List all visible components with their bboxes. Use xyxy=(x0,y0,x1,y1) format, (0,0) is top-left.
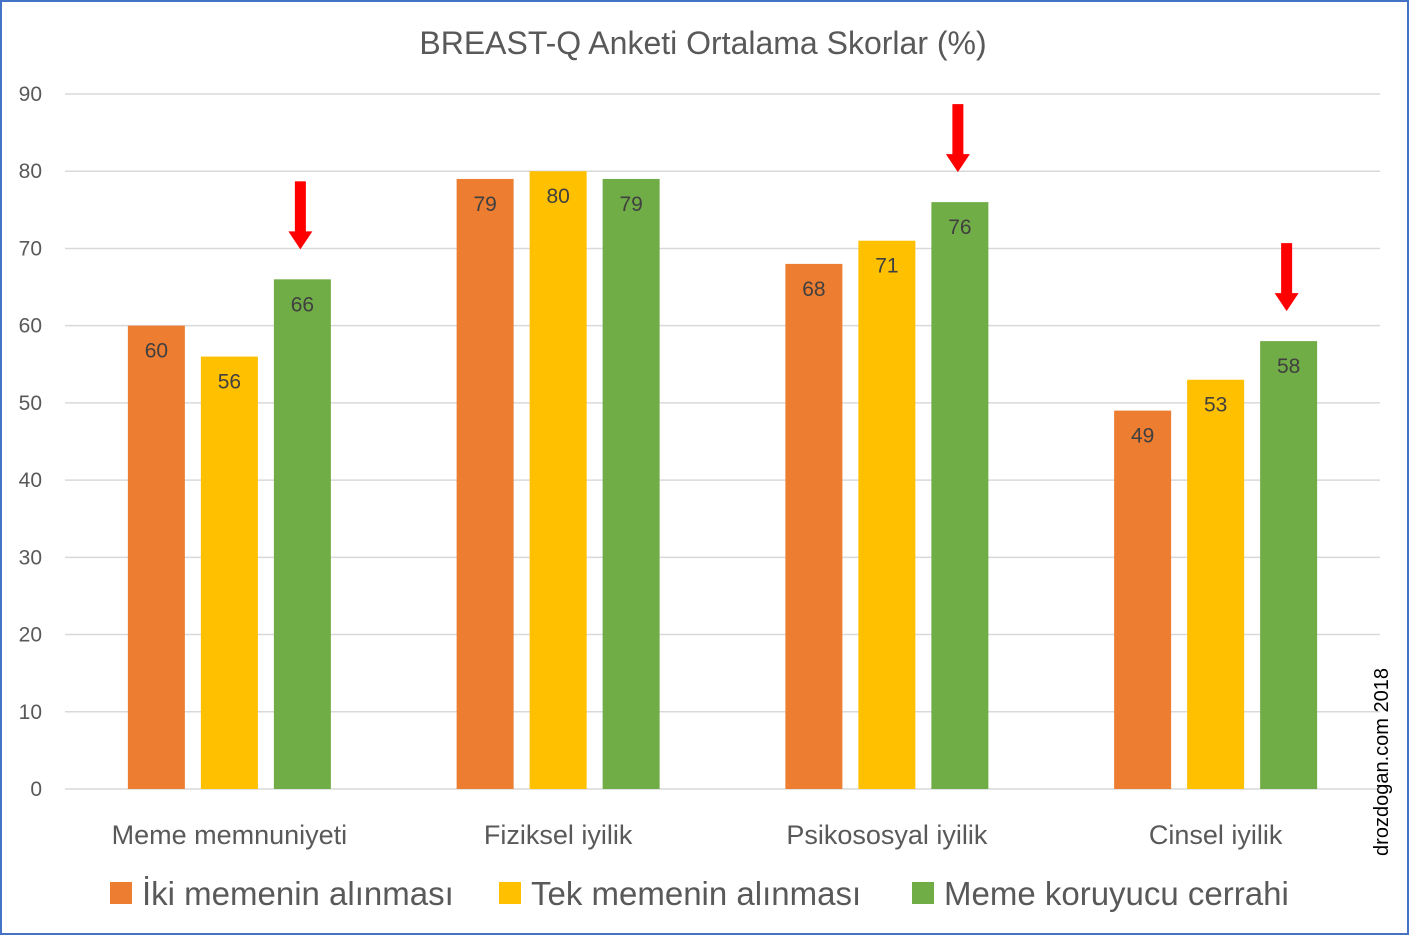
legend: İki memenin alınması Tek memenin alınması… xyxy=(110,875,1289,912)
y-tick-label: 10 xyxy=(19,701,42,724)
bar xyxy=(1260,341,1318,789)
bar xyxy=(1187,379,1245,789)
legend-label: İki memenin alınması xyxy=(142,875,454,912)
red-arrow xyxy=(288,181,313,250)
bar xyxy=(200,356,258,789)
data-labels: 60 56 66 79 80 79 68 71 76 49 53 58 xyxy=(145,185,1301,447)
x-tick-label: Psikososyal iyilik xyxy=(786,820,988,850)
y-axis-ticks: 0 10 20 30 40 50 60 70 80 90 xyxy=(19,83,42,801)
x-tick-label: Cinsel iyilik xyxy=(1149,820,1283,850)
red-arrow xyxy=(945,104,970,173)
y-tick-label: 70 xyxy=(19,237,42,260)
legend-label: Tek memenin alınması xyxy=(531,875,861,912)
watermark-text: drozdogan.com 2018 xyxy=(1371,668,1393,856)
legend-entry: Meme koruyucu cerrahi xyxy=(912,875,1289,912)
data-label: 68 xyxy=(802,278,825,301)
legend-swatch xyxy=(499,882,521,904)
y-tick-label: 80 xyxy=(19,160,42,183)
y-tick-label: 0 xyxy=(30,778,42,801)
data-label: 79 xyxy=(473,193,496,216)
data-label: 66 xyxy=(291,293,314,316)
y-tick-label: 40 xyxy=(19,469,42,492)
bar xyxy=(273,279,331,789)
legend-entry: Tek memenin alınması xyxy=(499,875,861,912)
data-label: 80 xyxy=(546,185,569,208)
bar xyxy=(456,178,514,789)
bar xyxy=(1114,410,1172,789)
bar xyxy=(127,325,185,789)
y-tick-label: 50 xyxy=(19,392,42,415)
data-label: 58 xyxy=(1277,355,1300,378)
bar xyxy=(931,202,989,790)
gridlines xyxy=(65,93,1380,790)
legend-label: Meme koruyucu cerrahi xyxy=(944,875,1289,912)
red-arrow xyxy=(1274,243,1299,312)
data-label: 56 xyxy=(218,371,241,394)
legend-swatch xyxy=(912,882,934,904)
bars xyxy=(127,171,1318,790)
bar xyxy=(529,171,587,789)
x-axis-labels: Meme memnuniyeti Fiziksel iyilik Psikososy… xyxy=(112,820,1283,850)
data-label: 60 xyxy=(145,340,168,363)
y-tick-label: 20 xyxy=(19,624,42,647)
x-tick-label: Meme memnuniyeti xyxy=(112,820,348,850)
data-label: 49 xyxy=(1131,425,1154,448)
bar xyxy=(785,263,843,789)
data-label: 76 xyxy=(948,216,971,239)
y-tick-label: 60 xyxy=(19,315,42,338)
y-tick-label: 30 xyxy=(19,546,42,569)
data-label: 53 xyxy=(1204,394,1227,417)
data-label: 71 xyxy=(875,255,898,278)
y-tick-label: 90 xyxy=(19,83,42,106)
bar xyxy=(858,240,916,789)
x-tick-label: Fiziksel iyilik xyxy=(484,820,633,850)
annotation-arrows xyxy=(288,104,1299,312)
bar xyxy=(602,178,660,789)
data-label: 79 xyxy=(619,193,642,216)
legend-entry: İki memenin alınması xyxy=(110,875,454,912)
legend-swatch xyxy=(110,882,132,904)
chart-title: BREAST-Q Anketi Ortalama Skorlar (%) xyxy=(419,25,986,61)
